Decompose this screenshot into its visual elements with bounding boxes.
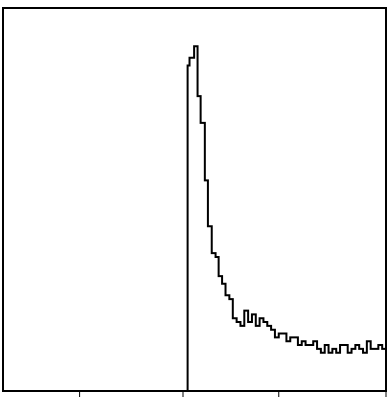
plot-frame [2, 7, 387, 392]
x-axis-ticks [79, 391, 387, 397]
histogram-step-line [186, 45, 386, 391]
